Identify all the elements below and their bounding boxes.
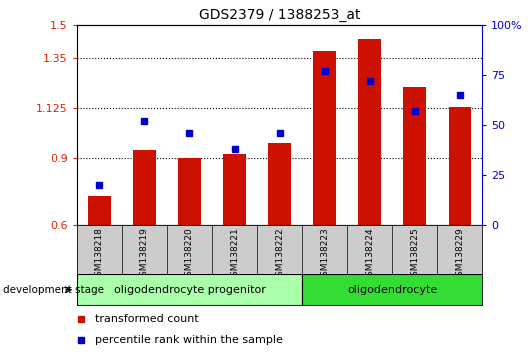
Text: GSM138220: GSM138220 bbox=[185, 227, 194, 282]
Bar bbox=[133, 150, 156, 225]
Text: GSM138225: GSM138225 bbox=[410, 227, 419, 282]
Bar bbox=[448, 107, 471, 225]
Text: GSM138229: GSM138229 bbox=[455, 227, 464, 282]
Bar bbox=[88, 196, 111, 225]
Text: transformed count: transformed count bbox=[95, 314, 199, 324]
Text: GSM138218: GSM138218 bbox=[95, 227, 104, 282]
Text: GSM138219: GSM138219 bbox=[140, 227, 149, 282]
Bar bbox=[313, 51, 336, 225]
Text: development stage: development stage bbox=[3, 285, 104, 295]
Bar bbox=[403, 87, 426, 225]
Bar bbox=[77, 274, 302, 305]
Text: GSM138224: GSM138224 bbox=[365, 227, 374, 282]
Bar bbox=[223, 154, 246, 225]
Bar bbox=[268, 143, 291, 225]
Title: GDS2379 / 1388253_at: GDS2379 / 1388253_at bbox=[199, 8, 360, 22]
Text: GSM138223: GSM138223 bbox=[320, 227, 329, 282]
Text: oligodendrocyte progenitor: oligodendrocyte progenitor bbox=[113, 285, 266, 295]
Bar bbox=[302, 274, 482, 305]
Text: GSM138221: GSM138221 bbox=[230, 227, 239, 282]
Bar bbox=[178, 158, 201, 225]
Text: oligodendrocyte: oligodendrocyte bbox=[347, 285, 437, 295]
Text: percentile rank within the sample: percentile rank within the sample bbox=[95, 335, 283, 345]
Bar bbox=[358, 39, 381, 225]
Text: GSM138222: GSM138222 bbox=[275, 227, 284, 282]
